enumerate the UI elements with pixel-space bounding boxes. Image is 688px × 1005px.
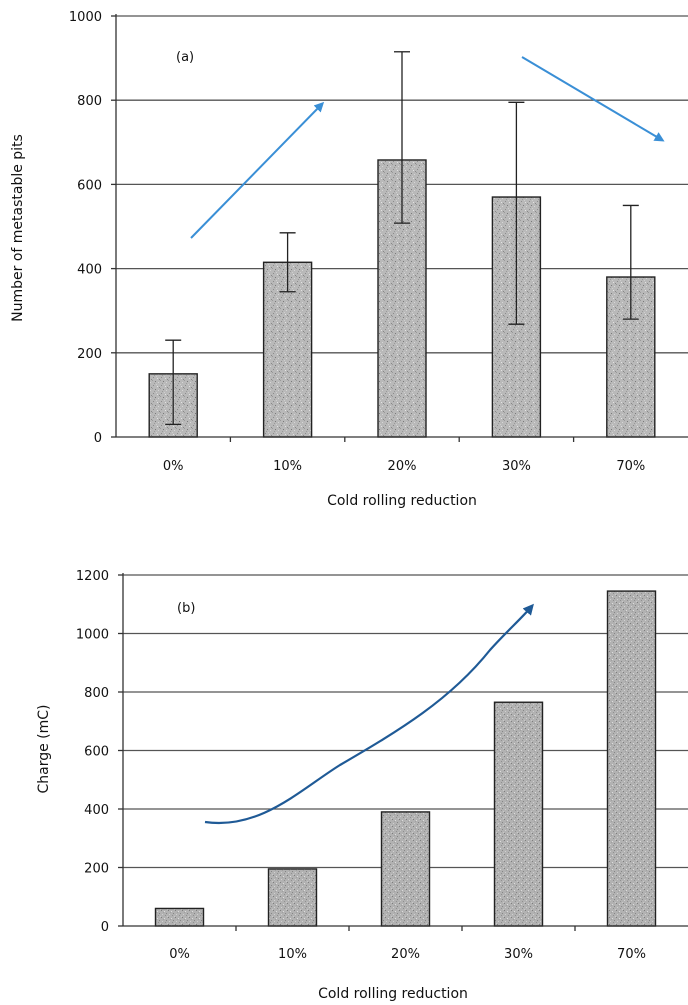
chart-a-x-tick-label: 10% [273,459,302,474]
chart-a-panel-label: (a) [176,50,194,65]
chart-a-y-tick-label: 400 [77,263,102,278]
chart-a-y-tick-labels: 0 200 400 600 800 1000 [69,10,102,446]
chart-b-bar [606,590,657,927]
chart-b-y-tick-label: 1000 [76,628,109,643]
chart-b-bar [154,907,205,927]
chart-a: 0 200 400 600 800 1000 0% 10% 20% 30% 70% (a) Col… [10,10,688,509]
chart-b-x-tick-labels: 0% 10% 20% 30% 70% [169,947,646,962]
trend-arrow-curve-b [204,603,534,825]
chart-b-gridlines [118,574,688,931]
chart-a-y-axis-title: Number of metastable pits [10,134,26,322]
chart-a-x-tick-label: 70% [616,459,645,474]
chart-b-bars [154,590,657,927]
chart-a-y-tick-label: 0 [94,431,102,446]
chart-a-y-tick-label: 200 [77,347,102,362]
chart-b-x-tick-label: 10% [278,947,307,962]
chart-a-error-bars [165,51,639,426]
chart-b-panel-label: (b) [177,601,195,616]
chart-b-x-tick-label: 0% [169,947,190,962]
chart-b-x-tick-label: 70% [617,947,646,962]
chart-a-y-tick-label: 800 [77,94,102,109]
chart-b-bar [380,811,431,927]
chart-a-x-tick-label: 30% [502,459,531,474]
chart-b-y-tick-label: 1200 [76,569,109,584]
chart-a-y-tick-label: 600 [77,178,102,193]
chart-b-y-tick-label: 800 [84,686,109,701]
chart-a-x-tick-label: 20% [388,459,417,474]
chart-b-bar [267,868,318,927]
chart-b-y-tick-label: 0 [101,920,109,935]
chart-b: 0 200 400 600 800 1000 1200 0% 10% 20% 30% 70% (b)… [36,569,688,1002]
chart-b-x-tick-label: 30% [504,947,533,962]
trend-arrow-up-a [190,101,325,239]
chart-b-y-tick-label: 200 [84,862,109,877]
chart-b-x-tick-label: 20% [391,947,420,962]
chart-b-bar [493,701,544,927]
trend-arrow-down-a [521,56,665,142]
chart-b-y-axis-title: Charge (mC) [36,704,52,793]
chart-a-y-tick-label: 1000 [69,10,102,25]
chart-a-x-axis-title: Cold rolling reduction [327,493,477,509]
chart-b-y-tick-labels: 0 200 400 600 800 1000 1200 [76,569,109,935]
chart-b-y-tick-label: 600 [84,745,109,760]
chart-b-x-axis-title: Cold rolling reduction [318,986,468,1002]
chart-a-x-tick-label: 0% [163,459,184,474]
chart-a-x-tick-labels: 0% 10% 20% 30% 70% [163,459,645,474]
chart-b-y-tick-label: 400 [84,803,109,818]
